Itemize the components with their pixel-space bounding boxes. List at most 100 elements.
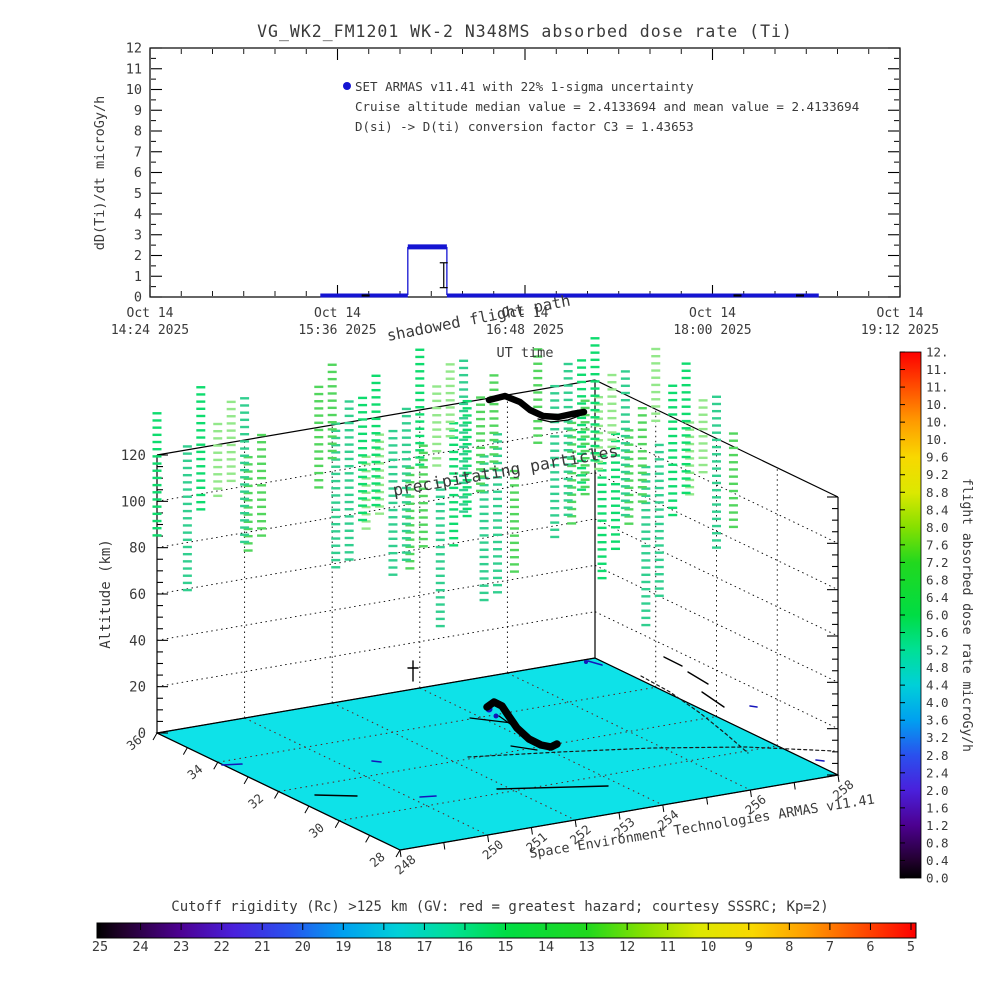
wall-grid-alt	[156, 472, 596, 549]
particle-dash	[550, 471, 560, 474]
lon-tick	[837, 774, 840, 783]
particle-dash	[637, 428, 647, 431]
particle-dash	[681, 362, 691, 365]
legend-line-3: D(si) -> D(ti) conversion factor C3 = 1.…	[355, 119, 694, 134]
colorbar-tick-label: 6.4	[926, 590, 949, 605]
dose-contour-mark	[221, 763, 243, 766]
particle-dash	[459, 503, 469, 506]
particle-dash	[152, 527, 162, 530]
particle-dash	[152, 476, 162, 480]
lat-tick	[304, 805, 310, 814]
particle-dash	[361, 455, 371, 458]
particle-dash	[401, 472, 411, 475]
particle-dash	[580, 449, 590, 453]
particle-dash	[597, 576, 607, 580]
floor-grid-lon	[331, 702, 576, 821]
particle-dash	[361, 484, 371, 487]
particle-dash	[182, 445, 192, 448]
particle-dash	[415, 355, 425, 359]
particle-dash	[331, 422, 341, 425]
particle-dash	[401, 429, 411, 432]
particle-dash	[449, 486, 459, 490]
particle-dash	[240, 397, 250, 400]
particle-dash	[314, 414, 324, 417]
particle-dash	[344, 515, 354, 518]
particle-dash	[577, 423, 587, 427]
particle-dash	[240, 504, 250, 508]
particle-dash	[698, 427, 708, 431]
legend-marker-dot	[343, 82, 351, 90]
particle-dash	[418, 545, 428, 548]
particle-dash	[388, 501, 398, 505]
particle-dash	[459, 417, 469, 420]
particle-dash	[597, 476, 607, 479]
particle-dash	[637, 464, 647, 467]
particle-dash	[358, 446, 368, 450]
particle-dash	[637, 493, 647, 496]
particle-dash	[563, 506, 573, 509]
particle-dash	[435, 574, 445, 578]
particle-dash	[152, 462, 162, 465]
particle-dash	[462, 457, 472, 460]
particle-dash	[371, 424, 381, 428]
particle-dash	[563, 448, 573, 452]
particle-dash	[620, 463, 630, 467]
particle-dash	[476, 482, 486, 485]
particle-dash	[371, 453, 381, 456]
particle-dash	[610, 526, 620, 529]
particle-dash	[577, 359, 587, 362]
particle-dash	[698, 435, 708, 438]
particle-dash	[405, 480, 415, 484]
particle-dash	[577, 438, 587, 441]
particle-dash	[685, 442, 695, 446]
particle-dash	[668, 434, 678, 438]
particle-dash	[712, 481, 721, 485]
particle-dash	[681, 419, 691, 423]
particle-dash	[509, 477, 519, 480]
particle-dash	[567, 443, 577, 446]
particle-dash	[728, 475, 738, 478]
particle-dash	[597, 497, 607, 501]
particle-dash	[435, 603, 445, 606]
particle-dash	[681, 455, 691, 459]
particle-dash	[331, 429, 341, 433]
particle-dash	[240, 533, 250, 536]
colorbar-tick-label: 2.4	[926, 765, 949, 780]
particle-dash	[226, 443, 236, 447]
particle-dash	[509, 570, 519, 573]
flight-path-shadow	[483, 698, 561, 751]
particle-dash	[698, 442, 708, 445]
particle-dash	[590, 337, 600, 340]
particle-dash	[415, 370, 425, 373]
particle-dash	[685, 485, 695, 489]
particle-dash	[489, 453, 499, 456]
particle-dash	[624, 472, 634, 475]
particle-dash	[712, 402, 721, 406]
particle-dash	[550, 514, 560, 517]
particle-dash	[479, 584, 489, 587]
particle-dash	[257, 491, 267, 494]
particle-dash	[152, 491, 162, 494]
particle-dash	[580, 399, 590, 402]
particle-dash	[563, 470, 573, 473]
particle-dash	[388, 573, 398, 576]
particle-dash	[533, 441, 543, 444]
box-edge	[594, 657, 839, 776]
particle-dash	[257, 448, 267, 451]
particle-dash	[257, 484, 267, 487]
particle-dash	[371, 388, 381, 392]
y-tick-label: 3	[134, 227, 142, 243]
particle-dash	[371, 432, 381, 435]
particle-dash	[405, 559, 415, 563]
particle-dash	[493, 533, 502, 537]
particle-dash	[550, 528, 560, 531]
particle-dash	[668, 391, 678, 395]
particle-dash	[182, 459, 192, 463]
particle-dash	[607, 424, 617, 427]
particle-dash	[459, 366, 469, 370]
particle-dash	[240, 418, 250, 422]
particle-dash	[257, 441, 267, 444]
particle-dash	[344, 543, 354, 547]
particle-dash	[371, 417, 381, 421]
particle-dash	[567, 522, 577, 525]
